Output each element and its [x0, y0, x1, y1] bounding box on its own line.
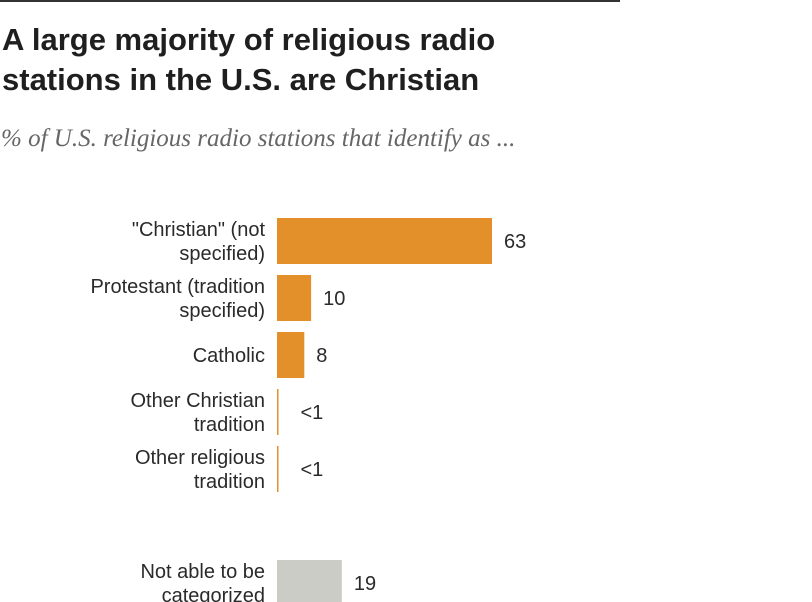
value-label-1: 10 [323, 288, 345, 310]
bar-chart: "Christian" (not specified) 63 Protestant (… [90, 218, 526, 602]
category-label-0: "Christian" (not specified) [132, 219, 266, 265]
top-rule [0, 0, 620, 2]
bar-1 [277, 275, 312, 321]
value-label-4: <1 [301, 459, 324, 481]
category-label-3: Other Christian tradition [131, 390, 266, 436]
value-label-2: 8 [316, 345, 327, 367]
bar-2 [277, 332, 305, 378]
value-label-0: 63 [504, 231, 526, 253]
value-label-3: <1 [301, 402, 324, 424]
category-label-1: Protestant (tradition specified) [90, 276, 265, 322]
category-label-2: Catholic [193, 345, 265, 367]
bar-3 [277, 389, 279, 435]
bar-0 [277, 218, 492, 264]
chart-subtitle: % of U.S. religious radio stations that … [1, 125, 516, 152]
category-label-5: Not able to be categorized [140, 561, 265, 602]
value-label-5: 19 [354, 573, 376, 595]
chart-title: A large majority of religious radio stat… [2, 22, 496, 97]
bar-5 [277, 560, 342, 602]
bar-4 [277, 446, 279, 492]
category-label-4: Other religious tradition [135, 447, 265, 493]
